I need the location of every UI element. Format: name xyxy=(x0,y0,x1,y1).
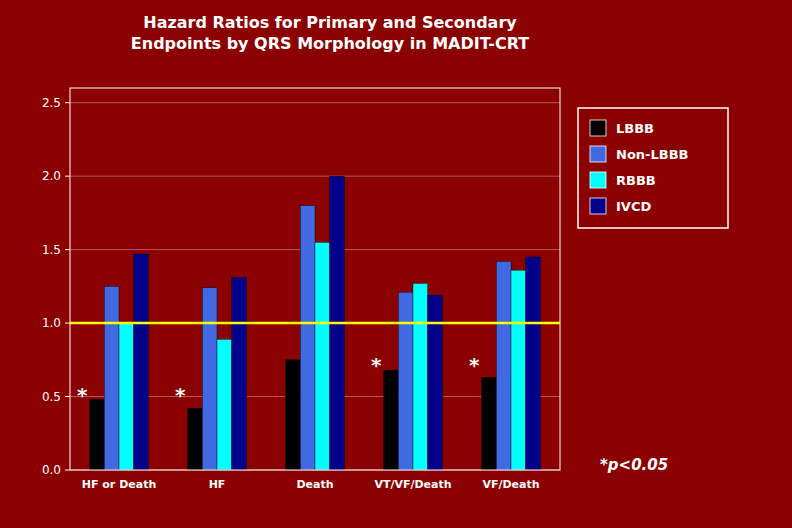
bar xyxy=(428,295,443,470)
y-tick-label: 2.5 xyxy=(42,96,61,110)
bar xyxy=(526,257,541,470)
bar xyxy=(119,323,134,470)
legend-swatch xyxy=(590,146,606,162)
x-tick-label: VT/VF/Death xyxy=(374,478,451,491)
legend-label: IVCD xyxy=(616,199,651,214)
y-tick-label: 0.5 xyxy=(42,390,61,404)
bar xyxy=(286,360,301,470)
tick-mark xyxy=(65,249,70,250)
bar xyxy=(384,370,399,470)
legend-label: Non-LBBB xyxy=(616,147,688,162)
legend-swatch xyxy=(590,198,606,214)
bar xyxy=(496,261,511,470)
legend-label: RBBB xyxy=(616,173,656,188)
x-tick-label: HF xyxy=(209,478,226,491)
tick-mark xyxy=(65,176,70,177)
bar xyxy=(134,254,149,470)
title: Hazard Ratios for Primary and Secondary E… xyxy=(131,13,529,53)
x-tick-label: VF/Death xyxy=(482,478,539,491)
grid-line xyxy=(70,323,560,324)
chart: Hazard Ratios for Primary and Secondary E… xyxy=(0,0,792,528)
title-line: Hazard Ratios for Primary and Secondary xyxy=(143,13,517,32)
plot-frame xyxy=(70,88,560,470)
plot-marks xyxy=(70,176,560,470)
bar xyxy=(413,283,428,470)
significance-star: * xyxy=(175,383,186,407)
x-tick-label: HF or Death xyxy=(82,478,156,491)
grid-line xyxy=(70,102,560,103)
bar xyxy=(482,377,497,470)
tick-mark xyxy=(65,102,70,103)
bar xyxy=(90,399,105,470)
significance-star: * xyxy=(469,353,480,377)
grid-line xyxy=(70,176,560,177)
title-line: Endpoints by QRS Morphology in MADIT-CRT xyxy=(131,34,529,53)
legend-swatch xyxy=(590,120,606,136)
annotation: *p<0.05 xyxy=(600,456,668,474)
bar xyxy=(511,270,526,470)
y-tick-label: 1.5 xyxy=(42,243,61,257)
bar xyxy=(104,286,119,470)
legend-label: LBBB xyxy=(616,121,654,136)
tick-mark xyxy=(65,323,70,324)
significance-star: * xyxy=(77,383,88,407)
bar xyxy=(188,408,203,470)
legend-frame xyxy=(578,108,728,228)
y-tick-label: 2.0 xyxy=(42,169,61,183)
bar xyxy=(300,206,315,470)
tick-mark xyxy=(65,470,70,471)
bar xyxy=(315,242,330,470)
legend-swatch xyxy=(590,172,606,188)
y-tick-label: 0.0 xyxy=(42,463,61,477)
bar xyxy=(217,339,232,470)
bar xyxy=(398,292,413,470)
bar xyxy=(232,278,247,470)
x-tick-label: Death xyxy=(296,478,333,491)
reference-line xyxy=(70,322,560,325)
tick-mark xyxy=(65,396,70,397)
bar xyxy=(202,288,217,470)
y-tick-label: 1.0 xyxy=(42,316,61,330)
significance-star: * xyxy=(371,353,382,377)
